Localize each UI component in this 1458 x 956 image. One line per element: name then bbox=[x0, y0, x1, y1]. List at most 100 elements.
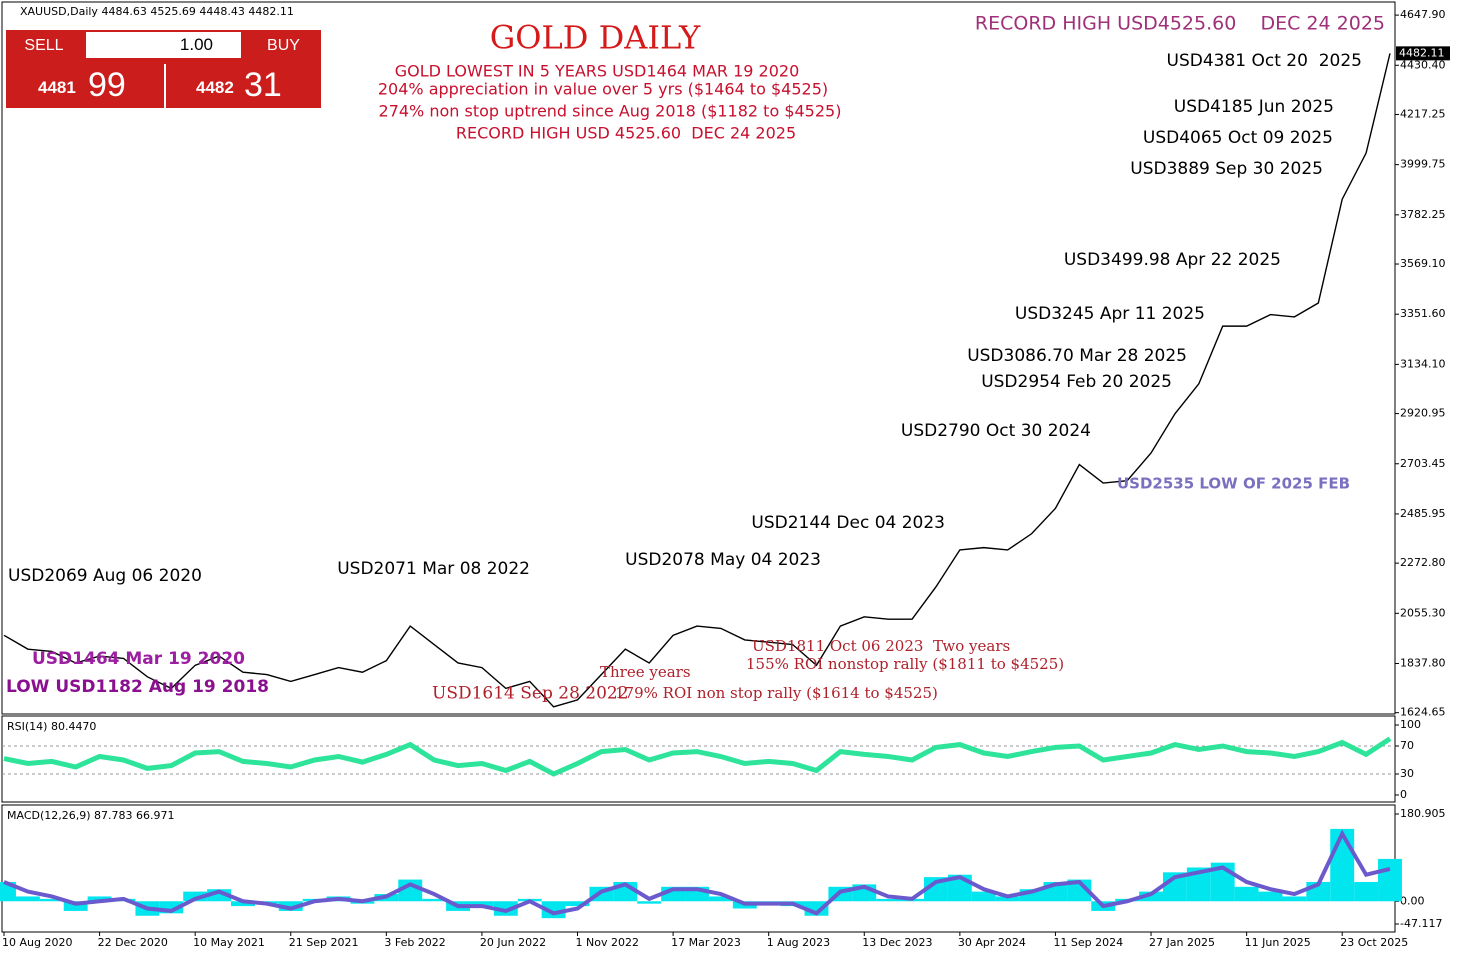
sell-button[interactable]: SELL bbox=[24, 37, 64, 54]
annotation: USD2954 Feb 20 2025 bbox=[981, 372, 1172, 392]
macd-bar bbox=[15, 896, 40, 902]
annotation: USD1811 Oct 06 2023 Two years bbox=[752, 637, 1010, 655]
annotation: RECORD HIGH USD4525.60 DEC 24 2025 bbox=[975, 13, 1385, 35]
annotation: USD1614 Sep 28 2022 bbox=[432, 684, 629, 704]
y-tick-label: 3351.60 bbox=[1400, 307, 1446, 320]
x-tick-label: 11 Jun 2025 bbox=[1245, 936, 1311, 949]
macd-bar bbox=[924, 877, 948, 902]
y-tick-label: 100 bbox=[1400, 718, 1421, 731]
macd-bar bbox=[63, 901, 88, 911]
macd-bar bbox=[231, 901, 255, 907]
annotation: USD2078 May 04 2023 bbox=[625, 550, 821, 570]
macd-bar bbox=[87, 896, 112, 902]
annotation: GOLD DAILY bbox=[490, 19, 701, 57]
line bbox=[3, 829, 1391, 916]
annotation: USD2535 LOW OF 2025 FEB bbox=[1117, 475, 1350, 493]
macd-bar bbox=[1139, 891, 1163, 902]
x-tick-label: 23 Oct 2025 bbox=[1340, 936, 1408, 949]
y-tick-label: 2055.30 bbox=[1400, 606, 1446, 619]
macd-bar bbox=[565, 901, 590, 907]
x-tick-label: 1 Aug 2023 bbox=[767, 936, 830, 949]
macd-bar bbox=[278, 901, 303, 911]
buy-button[interactable]: BUY bbox=[267, 37, 300, 54]
annotation: USD3889 Sep 30 2025 bbox=[1130, 159, 1323, 179]
macd-bar bbox=[493, 901, 518, 916]
y-tick-label: 2272.80 bbox=[1400, 556, 1446, 569]
last-price-label: 4482.11 bbox=[1399, 46, 1445, 59]
y-tick-label: 2485.95 bbox=[1400, 507, 1446, 520]
y-tick-label: 70 bbox=[1400, 739, 1414, 752]
y-tick-label: 2703.45 bbox=[1400, 457, 1446, 470]
macd-frame bbox=[1, 804, 1396, 933]
y-tick-label: 0.00 bbox=[1400, 894, 1425, 907]
annotation: USD2790 Oct 30 2024 bbox=[901, 421, 1091, 441]
x-tick-label: 20 Jun 2022 bbox=[480, 936, 546, 949]
x-tick-label: 27 Jan 2025 bbox=[1149, 936, 1215, 949]
macd-bar bbox=[1067, 879, 1092, 902]
macd-bar bbox=[995, 896, 1020, 902]
rsi-label: RSI(14) 80.4470 bbox=[7, 720, 96, 733]
x-tick-label: 10 May 2021 bbox=[193, 936, 265, 949]
y-tick-label: 4217.25 bbox=[1400, 107, 1446, 120]
x-tick-label: 13 Dec 2023 bbox=[862, 936, 932, 949]
macd-bar bbox=[1378, 858, 1402, 902]
macd-bar bbox=[1282, 896, 1307, 902]
y-tick-label: -47.117 bbox=[1400, 917, 1442, 930]
y-tick-label: 4647.90 bbox=[1400, 8, 1446, 21]
last-price-box bbox=[1396, 46, 1450, 61]
y-tick-label: 3569.10 bbox=[1400, 257, 1446, 270]
annotation: 155% ROI nonstop rally ($1811 to $4525) bbox=[746, 655, 1064, 673]
symbol-header: XAUUSD,Daily 4484.63 4525.69 4448.43 448… bbox=[20, 5, 294, 18]
annotation: 179% ROI non stop rally ($1614 to $4525) bbox=[615, 684, 938, 702]
divider bbox=[164, 64, 166, 108]
annotation: USD3499.98 Apr 22 2025 bbox=[1064, 250, 1281, 270]
macd-bar bbox=[39, 898, 64, 902]
macd-bar bbox=[422, 898, 447, 902]
macd-bar bbox=[1186, 867, 1211, 902]
x-tick-label: 30 Apr 2024 bbox=[958, 936, 1026, 949]
sell-price-big: 4481 bbox=[38, 78, 76, 97]
y-tick-label: 1624.65 bbox=[1400, 706, 1446, 719]
x-tick-label: 10 Aug 2020 bbox=[2, 936, 72, 949]
macd-bar bbox=[469, 901, 494, 907]
annotation: LOW USD1182 Aug 19 2018 bbox=[6, 677, 269, 697]
y-tick-label: 180.905 bbox=[1400, 807, 1446, 820]
macd-label: MACD(12,26,9) 87.783 66.971 bbox=[7, 809, 175, 822]
macd-bar bbox=[971, 891, 996, 902]
annotation: USD1464 Mar 19 2020 bbox=[32, 649, 245, 669]
x-tick-label: 1 Nov 2022 bbox=[576, 936, 639, 949]
y-tick-label: 0 bbox=[1400, 788, 1407, 801]
annotation: USD3086.70 Mar 28 2025 bbox=[967, 346, 1187, 366]
annotation: USD4065 Oct 09 2025 bbox=[1143, 128, 1333, 148]
macd-bar bbox=[708, 896, 733, 902]
price-frame bbox=[1, 1, 1396, 715]
y-tick-label: 2920.95 bbox=[1400, 407, 1446, 420]
lot-input[interactable]: 1.00 bbox=[86, 32, 241, 58]
annotation: USD2069 Aug 06 2020 bbox=[8, 566, 202, 586]
y-tick-label: 4430.40 bbox=[1400, 58, 1446, 71]
annotation: USD2144 Dec 04 2023 bbox=[751, 513, 945, 533]
annotation: USD4381 Oct 20 2025 bbox=[1167, 51, 1363, 71]
buy-price-big: 4482 bbox=[196, 78, 234, 97]
y-tick-label: 3134.10 bbox=[1400, 357, 1446, 370]
macd-bar bbox=[876, 898, 901, 902]
annotation: USD4185 Jun 2025 bbox=[1174, 97, 1334, 117]
y-tick-label: 3782.25 bbox=[1400, 208, 1446, 221]
annotation: 204% appreciation in value over 5 yrs ($… bbox=[378, 80, 828, 99]
line bbox=[3, 53, 1391, 708]
x-tick-label: 3 Feb 2022 bbox=[384, 936, 445, 949]
sell-price-small: 99 bbox=[88, 66, 126, 104]
macd-bar bbox=[1258, 891, 1283, 902]
line bbox=[3, 736, 1392, 777]
y-tick-label: 3999.75 bbox=[1400, 158, 1446, 171]
x-tick-label: 11 Sep 2024 bbox=[1053, 936, 1123, 949]
y-tick-label: 30 bbox=[1400, 767, 1414, 780]
trade-panel: SELL 1.00 BUY 4481 99 4482 31 bbox=[6, 30, 321, 108]
macd-bar bbox=[1234, 886, 1259, 902]
y-tick-label: 1837.80 bbox=[1400, 656, 1446, 669]
annotation: GOLD LOWEST IN 5 YEARS USD1464 MAR 19 20… bbox=[395, 62, 800, 81]
rsi-frame bbox=[1, 715, 1396, 803]
macd-bar bbox=[1354, 881, 1379, 902]
